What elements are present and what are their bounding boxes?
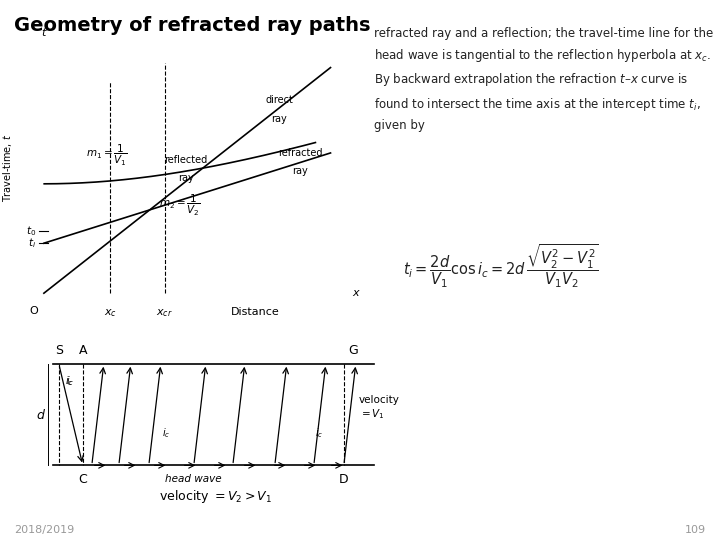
Text: Travel-time, $t$: Travel-time, $t$ xyxy=(1,134,14,202)
Text: 2018/2019: 2018/2019 xyxy=(14,524,75,535)
Text: $d$: $d$ xyxy=(36,408,46,422)
Text: $m_1=\dfrac{1}{V_1}$: $m_1=\dfrac{1}{V_1}$ xyxy=(86,143,128,168)
Text: reflected: reflected xyxy=(164,156,207,165)
Text: $t_i = \dfrac{2d}{V_1}\cos i_c = 2d\,\dfrac{\sqrt{V_2^2 - V_1^2}}{V_1 V_2}$: $t_i = \dfrac{2d}{V_1}\cos i_c = 2d\,\df… xyxy=(403,243,599,290)
Text: $i_c$: $i_c$ xyxy=(66,375,73,388)
Text: $i_c$: $i_c$ xyxy=(66,375,75,388)
Text: ray: ray xyxy=(292,166,308,176)
Text: D: D xyxy=(339,472,348,485)
Text: Distance: Distance xyxy=(230,307,279,317)
Text: $i_c$: $i_c$ xyxy=(315,427,323,440)
Text: $t_i$: $t_i$ xyxy=(28,237,36,250)
Text: direct: direct xyxy=(265,95,293,105)
Text: C: C xyxy=(78,472,87,485)
Text: O: O xyxy=(29,306,37,316)
Text: velocity: velocity xyxy=(359,395,400,405)
Text: $m_2=\dfrac{1}{V_2}$: $m_2=\dfrac{1}{V_2}$ xyxy=(158,193,200,218)
Text: Geometry of refracted ray paths: Geometry of refracted ray paths xyxy=(14,16,371,35)
Text: head wave: head wave xyxy=(166,474,222,484)
Text: ray: ray xyxy=(178,173,194,183)
Text: $= V_1$: $= V_1$ xyxy=(359,408,384,422)
Text: $t$: $t$ xyxy=(40,26,48,38)
Text: $i_c$: $i_c$ xyxy=(162,427,171,440)
Text: $x_c$: $x_c$ xyxy=(104,307,117,319)
Text: 109: 109 xyxy=(685,524,706,535)
Text: ray: ray xyxy=(271,114,287,124)
Text: G: G xyxy=(348,343,358,356)
Text: $t_0$: $t_0$ xyxy=(26,224,36,238)
Text: S: S xyxy=(55,343,63,356)
Text: velocity $= V_2 > V_1$: velocity $= V_2 > V_1$ xyxy=(159,488,273,505)
Text: refracted: refracted xyxy=(278,148,323,158)
Text: $x_{cr}$: $x_{cr}$ xyxy=(156,307,173,319)
Text: refracted ray and a reflection; the travel-time line for the
head wave is tangen: refracted ray and a reflection; the trav… xyxy=(374,27,714,132)
Text: $x$: $x$ xyxy=(351,288,361,298)
Text: A: A xyxy=(78,343,87,356)
